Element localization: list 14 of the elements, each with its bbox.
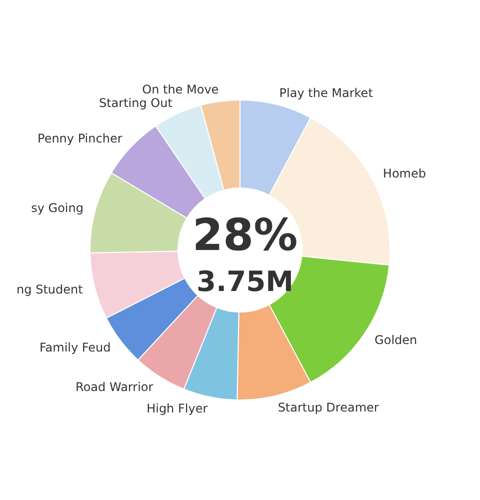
text: 3.75M: [196, 265, 294, 298]
slice-label: Family Feud: [39, 340, 111, 355]
slice-label: Play the Market: [279, 86, 374, 100]
slice-label: On the Move: [142, 82, 219, 96]
slice-label: ng Student: [16, 282, 84, 296]
slice-label: Starting Out: [98, 96, 173, 110]
slice-label: Startup Dreamer: [278, 400, 379, 415]
text: 28%: [192, 210, 298, 261]
slice-label: High Flyer: [146, 402, 208, 416]
slice-label: Golden: [374, 333, 418, 348]
slice-label: Homeb: [382, 166, 426, 181]
slice-label: Road Warrior: [76, 380, 154, 394]
slice-label: Penny Pincher: [38, 132, 122, 146]
slice-label: sy Going: [31, 201, 84, 216]
